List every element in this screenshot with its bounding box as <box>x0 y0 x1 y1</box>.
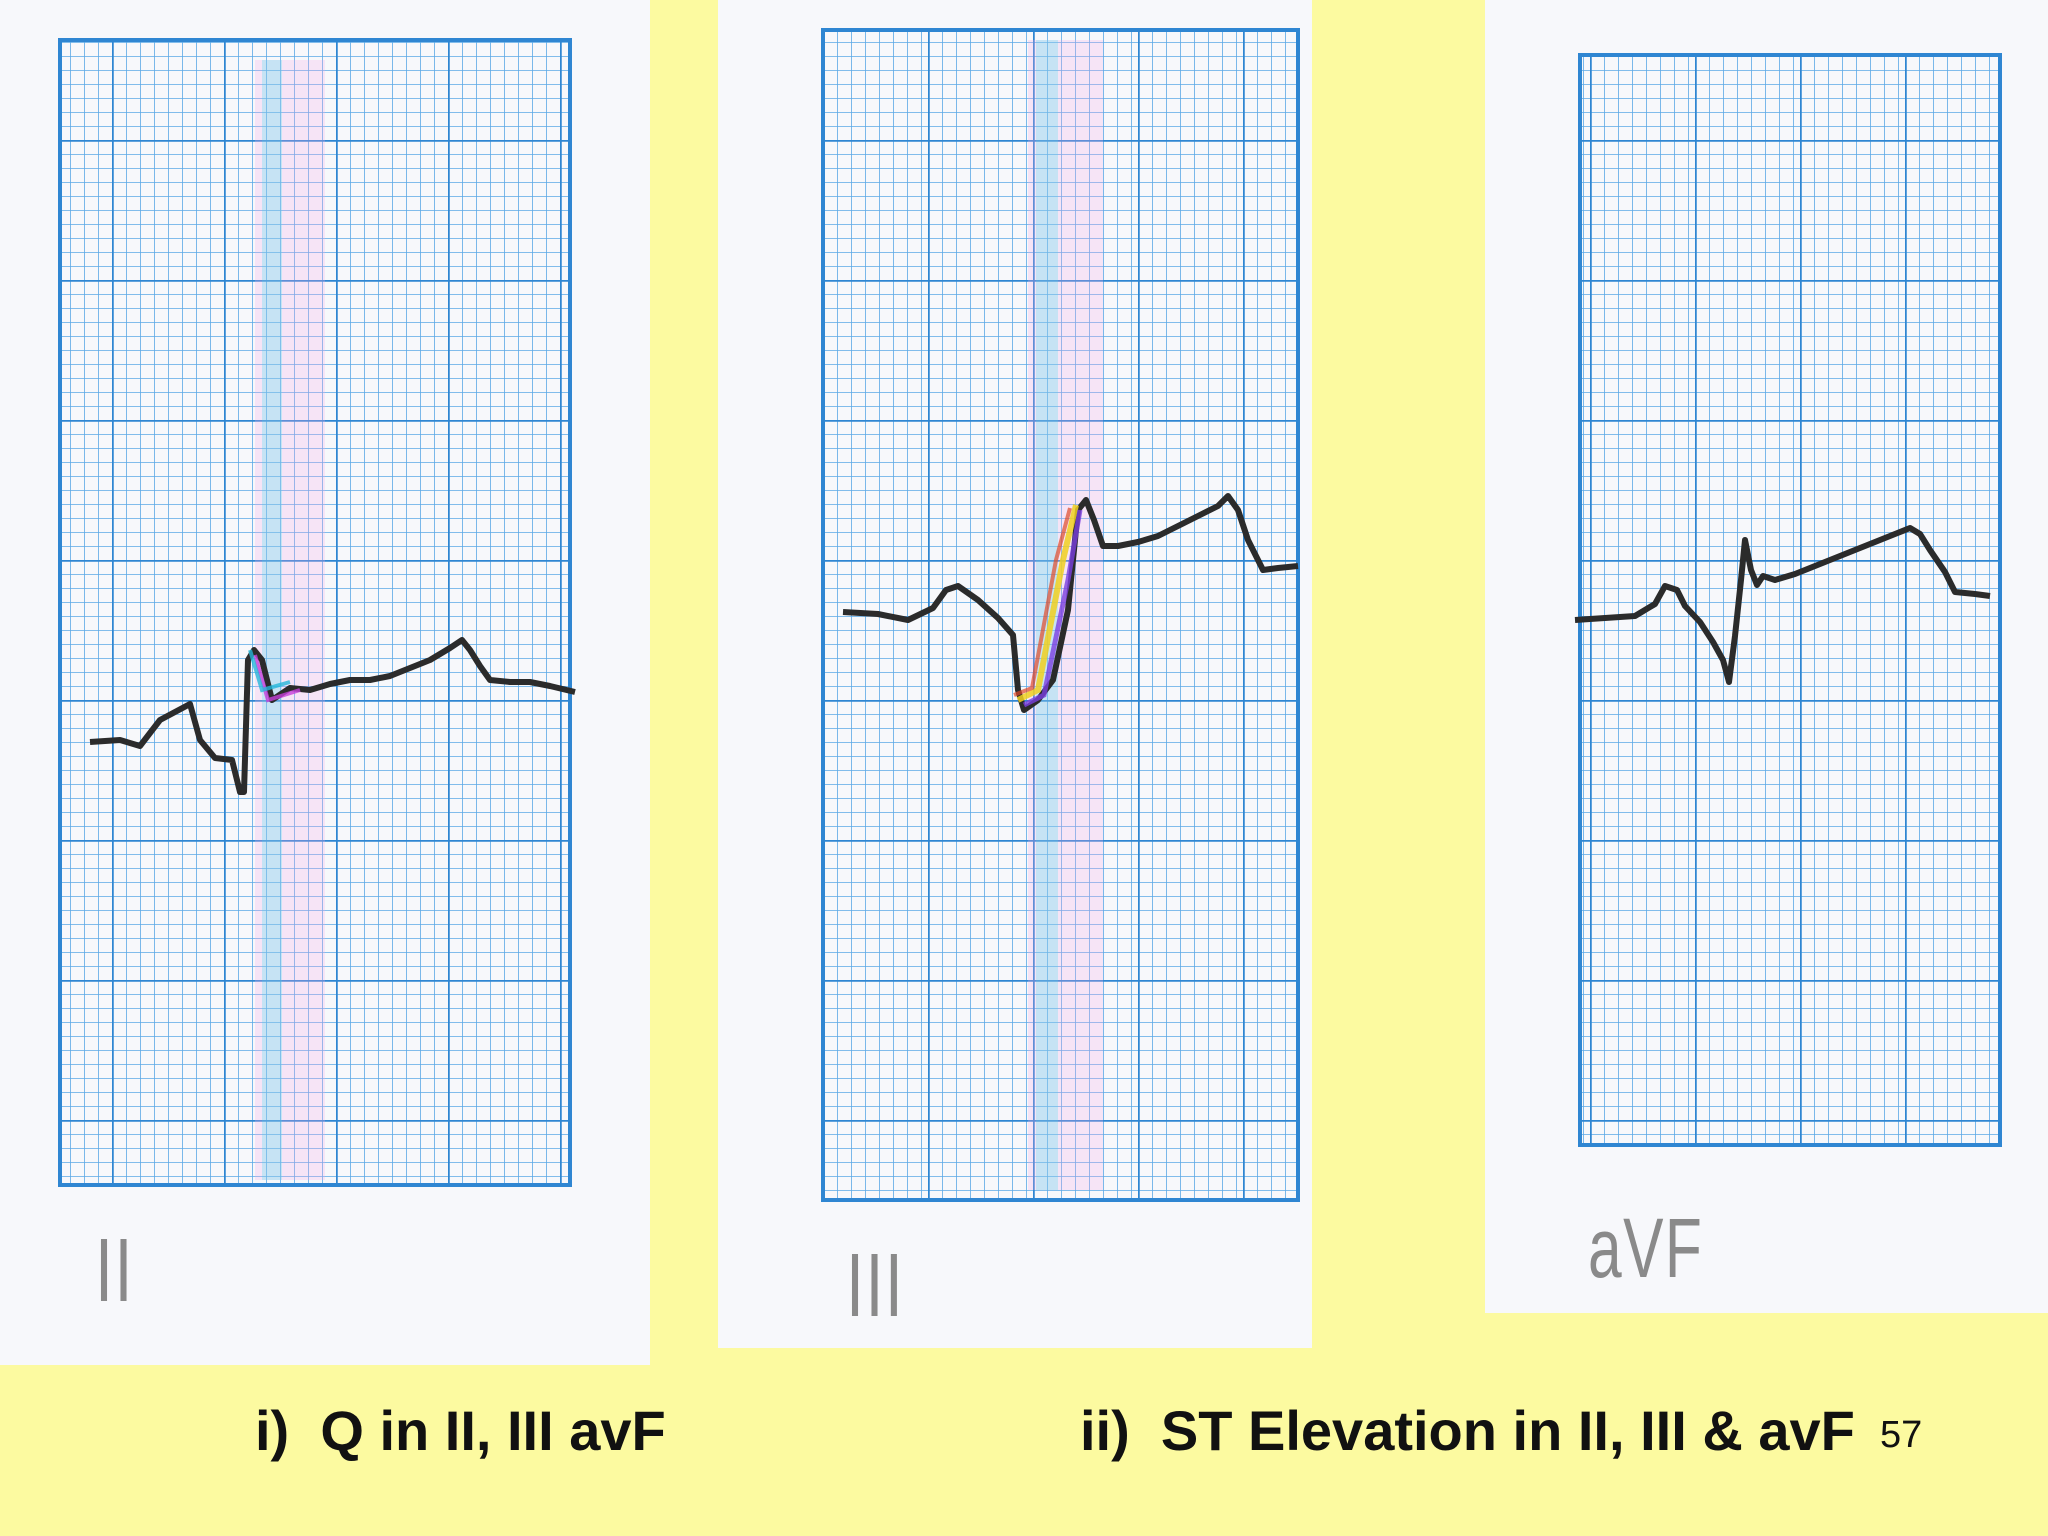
ecg-panel-lead-iii: III <box>718 0 1312 1348</box>
lead-label-ii: II <box>95 1221 134 1321</box>
ecg-trace-lead-iii <box>842 493 1299 713</box>
ecg-panel-lead-avf: aVF <box>1485 0 2048 1313</box>
ecg-trace-lead-avf <box>1574 525 1991 685</box>
lead-label-iii: III <box>846 1236 905 1336</box>
ecg-trace-lead-ii <box>89 637 576 795</box>
caption-q-waves: i) Q in II, III avF <box>255 1399 666 1462</box>
lead-label-avf: aVF <box>1588 1201 1704 1295</box>
ecg-panel-lead-ii: II <box>0 0 650 1365</box>
ecg-strip-lead-iii <box>821 28 1300 1202</box>
caption-st-elevation: ii) ST Elevation in II, III & avF <box>1080 1399 1855 1462</box>
ecg-strip-lead-ii <box>58 38 576 1187</box>
page-number: 57 <box>1880 1414 1923 1456</box>
ecg-strip-lead-avf <box>1574 53 2002 1147</box>
